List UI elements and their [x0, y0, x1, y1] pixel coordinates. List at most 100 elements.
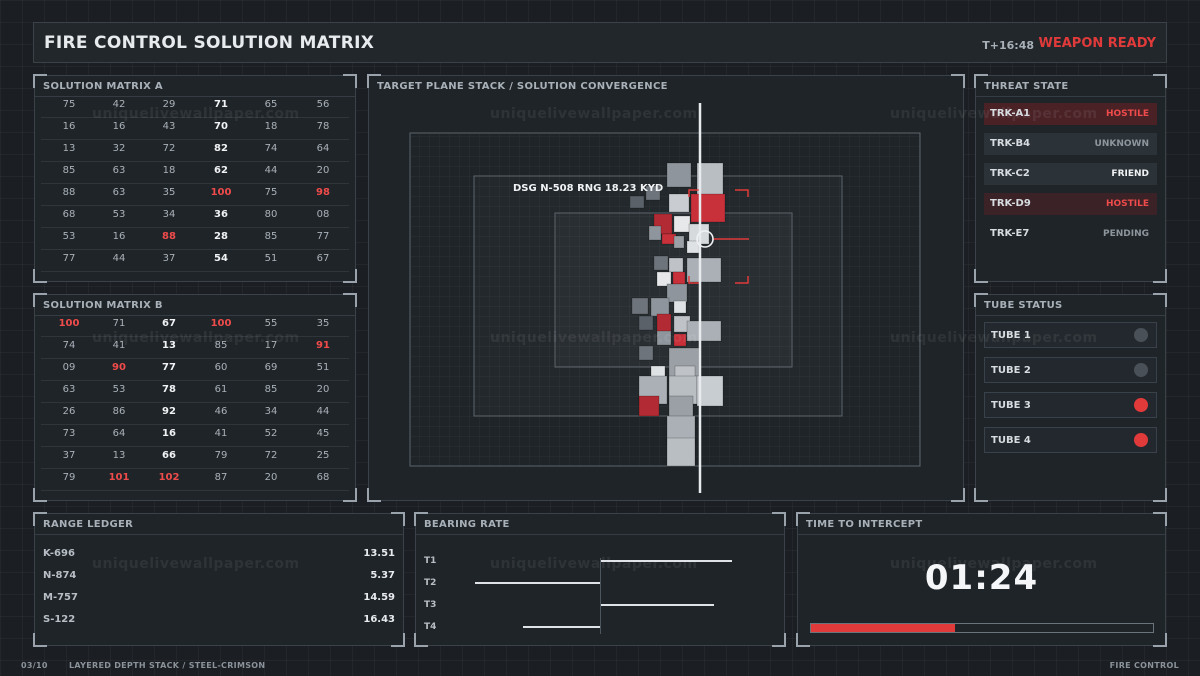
target-block: [650, 297, 670, 317]
tube-row-3[interactable]: TUBE 3: [984, 392, 1157, 418]
tube-status-indicator-icon: [1134, 328, 1148, 342]
target-block: [631, 297, 649, 315]
bearing-track-label: T3: [424, 600, 437, 610]
matrix-cell: 72: [264, 450, 278, 461]
matrix-cell: 44: [264, 165, 278, 176]
matrix-cell: 72: [162, 143, 176, 154]
panel-title: SOLUTION MATRIX B: [43, 300, 163, 311]
matrix-cell: 70: [214, 121, 228, 132]
tube-row-4[interactable]: TUBE 4: [984, 427, 1157, 453]
matrix-cell: 71: [214, 99, 228, 110]
target-block: [638, 315, 654, 331]
matrix-cell: 69: [264, 362, 278, 373]
matrix-cell: 42: [112, 99, 126, 110]
bearing-rate-panel: BEARING RATE T1 T2 T3 T4: [414, 512, 786, 647]
matrix-cell: 20: [316, 384, 330, 395]
threat-row-trk-c2[interactable]: TRK-C2 FRIEND: [984, 163, 1157, 185]
matrix-cell: 08: [316, 209, 330, 220]
matrix-row: 75 42 29 71 65 56: [41, 95, 349, 118]
ledger-value: 16.43: [363, 614, 395, 625]
matrix-cell: 77: [316, 231, 330, 242]
threat-row-trk-b4[interactable]: TRK-B4 UNKNOWN: [984, 133, 1157, 155]
matrix-cell: 90: [112, 362, 126, 373]
page-title: FIRE CONTROL SOLUTION MATRIX: [44, 33, 375, 53]
matrix-cell: 44: [316, 406, 330, 417]
tube-row-2[interactable]: TUBE 2: [984, 357, 1157, 383]
threat-state-panel: THREAT STATE TRK-A1 HOSTILE TRK-B4 UNKNOWN T…: [974, 74, 1167, 283]
target-block: [690, 193, 726, 223]
matrix-row: 79 101 102 87 20 68: [41, 468, 349, 491]
matrix-cell: 63: [62, 384, 76, 395]
matrix-cell: 79: [214, 450, 228, 461]
matrix-cell: 35: [162, 187, 176, 198]
target-block: [668, 257, 684, 273]
matrix-cell: 37: [162, 253, 176, 264]
target-block: [653, 255, 669, 271]
matrix-cell: 62: [214, 165, 228, 176]
target-bracket: [688, 189, 749, 284]
matrix-row: 16 16 43 70 18 78: [41, 117, 349, 140]
track-status: HOSTILE: [1105, 109, 1149, 119]
matrix-cell: 100: [210, 187, 232, 198]
matrix-cell: 45: [316, 428, 330, 439]
matrix-cell: 56: [316, 99, 330, 110]
matrix-cell: 71: [112, 318, 126, 329]
watermark-text: uniquelivewallpaper.com: [890, 556, 1098, 572]
matrix-cell: 20: [316, 165, 330, 176]
matrix-cell: 75: [264, 187, 278, 198]
target-block: [696, 375, 724, 407]
threat-row-trk-d9[interactable]: TRK-D9 HOSTILE: [984, 193, 1157, 215]
matrix-cell: 55: [264, 318, 278, 329]
matrix-cell: 64: [316, 143, 330, 154]
ledger-key: S-122: [43, 614, 76, 625]
watermark-text: uniquelivewallpaper.com: [92, 330, 300, 346]
matrix-cell: 82: [214, 143, 228, 154]
threat-row-trk-a1[interactable]: TRK-A1 HOSTILE: [984, 103, 1157, 125]
tube-row-1[interactable]: TUBE 1: [984, 322, 1157, 348]
target-block: [666, 162, 692, 188]
tube-status-indicator-icon: [1134, 363, 1148, 377]
threat-row-trk-e7[interactable]: TRK-E7 PENDING: [984, 223, 1157, 245]
matrix-cell: 67: [316, 253, 330, 264]
target-block: [668, 193, 690, 213]
target-reticle-icon: [696, 230, 714, 248]
bearing-zero-axis: [600, 558, 601, 634]
matrix-cell: 25: [316, 450, 330, 461]
solution-matrix-b-panel: SOLUTION MATRIX B 100 71 67 100 55 35 74 41 13 85…: [33, 293, 357, 502]
watermark-text: uniquelivewallpaper.com: [890, 330, 1098, 346]
matrix-row: 63 53 78 61 85 20: [41, 380, 349, 403]
matrix-cell: 32: [112, 143, 126, 154]
track-id: TRK-C2: [990, 168, 1030, 179]
tube-label: TUBE 2: [991, 365, 1031, 376]
solution-matrix-a-panel: SOLUTION MATRIX A 75 42 29 71 65 56 16 16 43 70 18…: [33, 74, 357, 283]
matrix-cell: 44: [112, 253, 126, 264]
matrix-cell: 18: [264, 121, 278, 132]
header-bar: FIRE CONTROL SOLUTION MATRIX T+16:48 WEA…: [33, 22, 1167, 63]
footer-caption: LAYERED DEPTH STACK / STEEL-CRIMSON: [69, 661, 266, 670]
ledger-value: 14.59: [363, 592, 395, 603]
matrix-cell: 85: [264, 231, 278, 242]
matrix-row: 73 64 16 41 52 45: [41, 424, 349, 447]
matrix-cell: 63: [112, 165, 126, 176]
matrix-cell: 13: [62, 143, 76, 154]
intercept-countdown: 01:24: [924, 558, 1039, 598]
matrix-row: 68 53 34 36 80 08: [41, 205, 349, 228]
panel-title: BEARING RATE: [424, 519, 510, 530]
watermark-text: uniquelivewallpaper.com: [92, 106, 300, 122]
matrix-cell: 78: [316, 121, 330, 132]
ledger-key: N-874: [43, 570, 77, 581]
bearing-rate-bar: [600, 604, 715, 606]
matrix-cell: 87: [214, 472, 228, 483]
target-block: [638, 395, 660, 417]
matrix-cell: 88: [62, 187, 76, 198]
matrix-cell: 51: [316, 362, 330, 373]
target-block: [656, 330, 672, 346]
track-id: TRK-E7: [990, 228, 1030, 239]
target-plane-panel: TARGET PLANE STACK / SOLUTION CONVERGENC…: [367, 74, 965, 502]
tube-label: TUBE 4: [991, 435, 1031, 446]
ledger-value: 13.51: [363, 548, 395, 559]
matrix-cell: 41: [214, 428, 228, 439]
track-status: PENDING: [1102, 229, 1149, 239]
matrix-cell: 16: [62, 121, 76, 132]
target-plane-viz[interactable]: DSG N-508 RNG 18.23 KYD: [369, 76, 965, 502]
